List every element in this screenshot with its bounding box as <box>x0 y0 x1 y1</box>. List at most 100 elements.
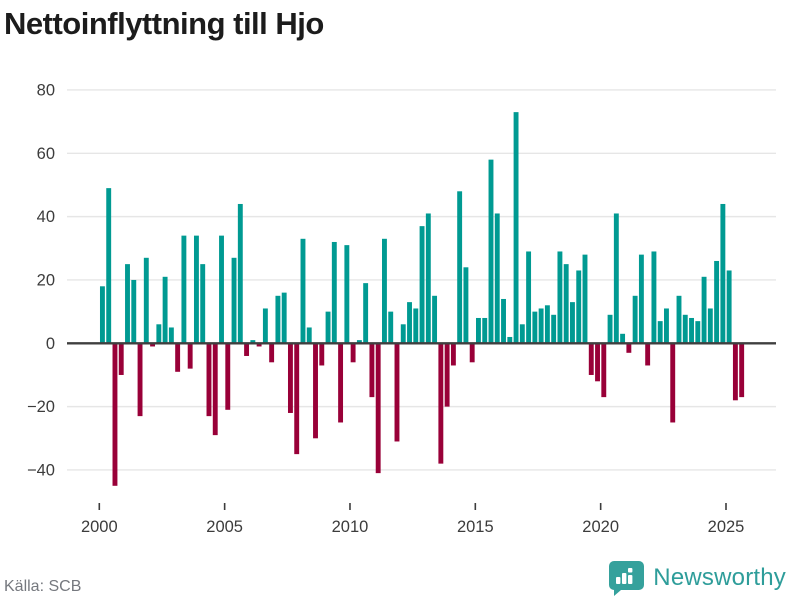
bar-2008Q3 <box>313 343 318 439</box>
bar-2016Q1 <box>501 298 506 344</box>
bar-2013Q4 <box>444 343 450 407</box>
bar-2019Q1 <box>576 270 582 344</box>
bar-2003Q4 <box>193 235 199 344</box>
bar-2023Q4 <box>695 321 701 344</box>
bar-2017Q1 <box>526 251 532 344</box>
svg-text:−20: −20 <box>27 398 55 416</box>
svg-text:20: 20 <box>37 271 55 289</box>
bar-2004Q4 <box>219 235 224 344</box>
bar-2000Q4 <box>118 343 124 375</box>
bar-2007Q2 <box>281 292 287 344</box>
svg-text:2020: 2020 <box>582 518 619 536</box>
bar-2020Q3 <box>613 213 619 344</box>
bar-2007Q4 <box>294 343 300 455</box>
svg-text:40: 40 <box>37 208 55 226</box>
bar-2025Q1 <box>726 270 732 344</box>
bar-2005Q2 <box>231 257 237 344</box>
bar-2023Q2 <box>682 314 688 344</box>
bar-2008Q1 <box>300 238 306 344</box>
bar-2011Q2 <box>382 238 387 344</box>
bar-2023Q1 <box>676 295 682 344</box>
source-label: Källa: SCB <box>4 578 82 595</box>
bar-2020Q2 <box>607 314 613 344</box>
svg-text:2005: 2005 <box>206 518 243 536</box>
bar-2009Q2 <box>331 241 337 344</box>
bar-2001Q3 <box>137 343 143 417</box>
bar-2002Q4 <box>168 327 174 344</box>
newsworthy-logo: Newsworthy <box>607 560 786 596</box>
bar-2020Q4 <box>620 333 626 344</box>
bar-2001Q4 <box>143 257 149 344</box>
bar-2022Q3 <box>664 308 669 344</box>
bar-2002Q2 <box>156 324 162 344</box>
bar-2015Q2 <box>482 317 488 344</box>
bar-2021Q1 <box>626 343 632 353</box>
bar-2004Q1 <box>200 264 206 344</box>
bar-2024Q1 <box>701 276 707 344</box>
bar-2018Q2 <box>557 251 563 344</box>
bar-2003Q2 <box>181 235 187 344</box>
bar-2021Q3 <box>638 254 644 344</box>
bar-2010Q3 <box>363 283 369 344</box>
bar-2003Q1 <box>175 343 181 372</box>
bar-2017Q3 <box>538 308 544 344</box>
bar-2021Q2 <box>632 295 638 344</box>
chart-title: Nettoinflyttning till Hjo <box>4 6 324 41</box>
bar-chart: 80 60 40 20 0 −20 −40 2000 2005 2010 2015 2020 2025 <box>27 81 776 536</box>
bar-2008Q4 <box>319 343 325 366</box>
bar-2002Q3 <box>162 276 168 344</box>
bar-2019Q2 <box>582 254 588 344</box>
x-axis-labels: 2000 2005 2010 2015 2020 2025 <box>81 503 744 536</box>
svg-text:0: 0 <box>46 335 55 353</box>
bar-2000Q2 <box>106 188 112 344</box>
bar-2017Q2 <box>532 311 538 344</box>
bar-2002Q1 <box>150 343 156 347</box>
bar-2019Q3 <box>588 343 594 375</box>
bar-2008Q2 <box>306 327 312 344</box>
svg-text:2000: 2000 <box>81 518 118 536</box>
bar-2019Q4 <box>595 343 600 382</box>
svg-text:2025: 2025 <box>708 518 745 536</box>
bar-2016Q2 <box>507 336 513 344</box>
y-axis-labels: 80 60 40 20 0 −20 −40 <box>27 81 55 479</box>
bar-2011Q1 <box>375 343 381 474</box>
bar-2001Q2 <box>131 279 137 344</box>
bar-2009Q3 <box>338 343 344 423</box>
bar-2005Q4 <box>244 343 250 356</box>
bar-2001Q1 <box>125 264 130 344</box>
bar-2016Q3 <box>513 112 519 344</box>
svg-text:2015: 2015 <box>457 518 494 536</box>
bar-2015Q3 <box>488 159 494 344</box>
bar-2010Q1 <box>350 343 356 363</box>
bar-2012Q4 <box>419 226 425 344</box>
bar-2024Q4 <box>720 203 726 344</box>
bar-2000Q1 <box>99 286 105 344</box>
bar-2020Q1 <box>601 343 607 398</box>
bar-2006Q4 <box>269 343 275 363</box>
bar-2024Q2 <box>707 308 713 344</box>
svg-text:−40: −40 <box>27 461 55 479</box>
bar-2023Q3 <box>689 317 694 344</box>
brand-name: Newsworthy <box>653 564 786 591</box>
newsworthy-bubble-chart-icon <box>609 561 645 596</box>
bar-2006Q2 <box>256 343 262 347</box>
bar-2014Q3 <box>463 267 469 344</box>
bar-2018Q4 <box>570 302 575 344</box>
bar-2018Q3 <box>563 264 569 344</box>
bar-2007Q3 <box>287 343 293 413</box>
bar-2022Q1 <box>651 251 657 344</box>
bar-2005Q3 <box>237 203 243 344</box>
bar-2013Q1 <box>425 213 431 344</box>
bar-2009Q4 <box>344 245 350 344</box>
bar-2000Q3 <box>112 343 118 486</box>
bar-2017Q4 <box>544 305 550 344</box>
bar-2009Q1 <box>325 311 331 344</box>
bar-2006Q3 <box>262 308 268 344</box>
bar-2022Q4 <box>670 343 676 423</box>
bar-2006Q1 <box>250 340 256 344</box>
bar-2012Q3 <box>413 308 419 344</box>
bar-2018Q1 <box>551 314 557 344</box>
bar-2011Q4 <box>394 343 400 442</box>
bar-2014Q2 <box>457 191 463 344</box>
